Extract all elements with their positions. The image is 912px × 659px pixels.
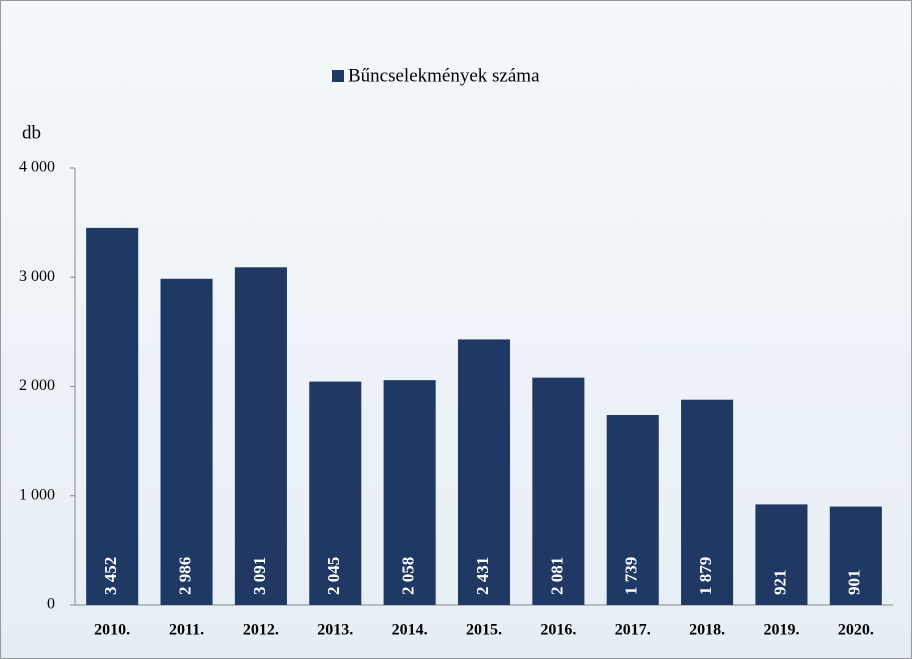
x-tick-label: 2017. bbox=[615, 622, 651, 639]
bar bbox=[829, 506, 882, 605]
x-tick-label: 2012. bbox=[243, 622, 279, 639]
bar bbox=[309, 381, 362, 605]
x-tick-label: 2018. bbox=[689, 622, 725, 639]
x-tick-label: 2010. bbox=[94, 622, 130, 639]
bar bbox=[383, 380, 436, 605]
bar bbox=[755, 504, 808, 605]
bar bbox=[86, 227, 139, 605]
value-label: 1 879 bbox=[696, 557, 715, 595]
x-tick-label: 2016. bbox=[540, 622, 576, 639]
bar bbox=[606, 415, 659, 605]
value-label: 2 045 bbox=[324, 557, 343, 595]
value-label: 2 081 bbox=[547, 557, 566, 595]
bar bbox=[160, 278, 213, 605]
bar bbox=[457, 339, 511, 605]
x-tick-label: 2020. bbox=[838, 622, 874, 639]
y-tick-label: 3 000 bbox=[19, 268, 55, 285]
x-tick-label: 2011. bbox=[169, 622, 204, 639]
x-tick-label: 2015. bbox=[466, 622, 502, 639]
bar bbox=[532, 377, 585, 605]
y-tick-label: 0 bbox=[47, 596, 55, 613]
legend-label: Bűncselekmények száma bbox=[348, 65, 540, 86]
value-label: 3 091 bbox=[250, 557, 269, 595]
bar bbox=[681, 399, 734, 605]
x-tick-label: 2014. bbox=[392, 622, 428, 639]
value-label: 2 431 bbox=[473, 557, 492, 595]
y-tick-label: 2 000 bbox=[19, 377, 55, 394]
value-label: 2 058 bbox=[399, 557, 418, 595]
legend-swatch bbox=[332, 70, 344, 82]
x-tick-label: 2019. bbox=[763, 622, 799, 639]
x-tick-label: 2013. bbox=[317, 622, 353, 639]
value-label: 1 739 bbox=[622, 557, 641, 595]
value-label: 3 452 bbox=[101, 557, 120, 595]
y-axis-label: db bbox=[22, 122, 41, 143]
value-label: 2 986 bbox=[175, 557, 194, 595]
bar bbox=[234, 267, 287, 605]
y-tick-label: 1 000 bbox=[19, 486, 55, 503]
value-label: 901 bbox=[845, 570, 864, 596]
value-label: 921 bbox=[770, 570, 789, 596]
y-tick-label: 4 000 bbox=[19, 159, 55, 176]
